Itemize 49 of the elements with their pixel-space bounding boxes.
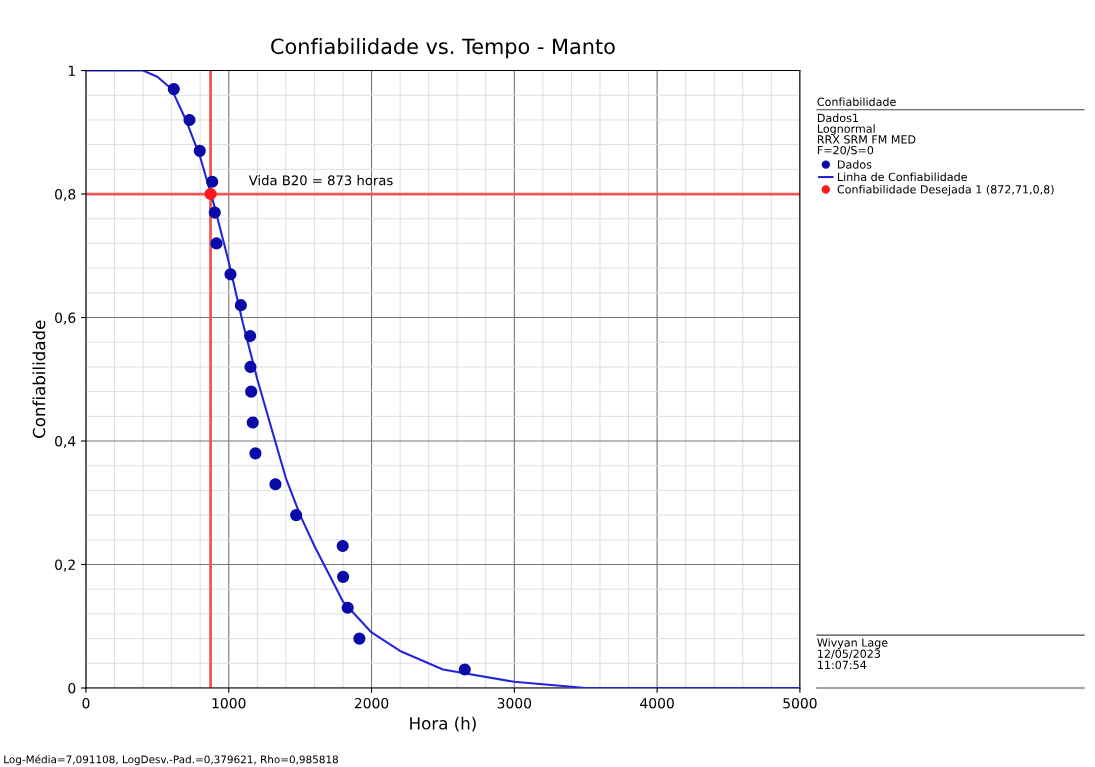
point bbox=[245, 385, 258, 398]
text: Dados1 bbox=[817, 113, 858, 123]
chart-title: Confiabilidade vs. Tempo - Manto bbox=[271, 38, 615, 59]
x-axis-title: Hora (h) bbox=[410, 716, 476, 732]
point bbox=[208, 206, 221, 219]
y-axis-title: Confiabilidade bbox=[32, 320, 46, 438]
point bbox=[244, 360, 257, 374]
point bbox=[224, 268, 237, 281]
point bbox=[249, 447, 262, 460]
point bbox=[269, 478, 282, 491]
legend-label: Linha de Confiabilidade bbox=[838, 172, 967, 182]
point bbox=[458, 663, 471, 676]
point bbox=[246, 416, 259, 429]
text: F=20/S=0 bbox=[817, 145, 874, 156]
x-tick-label: 5000 bbox=[783, 697, 817, 709]
point bbox=[341, 601, 354, 614]
point bbox=[206, 175, 219, 188]
y-tick-label: 0,4 bbox=[55, 435, 76, 448]
text: Wivyan Lage bbox=[817, 638, 888, 649]
x-tick-label: 2000 bbox=[354, 697, 389, 709]
text: RRX SRM FM MED bbox=[817, 135, 916, 144]
y-tick-label: 0 bbox=[68, 682, 76, 694]
point bbox=[204, 187, 217, 201]
y-tick-label: 0,6 bbox=[55, 312, 76, 325]
text: Log-Média=7,091108, LogDesv.-Pad.=0,379621, Rho=0,985818 bbox=[4, 754, 338, 766]
point bbox=[234, 299, 247, 312]
point bbox=[353, 632, 366, 645]
point bbox=[167, 83, 180, 96]
legend-title: Confiabilidade bbox=[817, 97, 896, 106]
annotation: Vida B20 = 873 horas bbox=[248, 175, 393, 186]
y-tick-label: 0,8 bbox=[55, 189, 76, 201]
y-tick-label: 0,2 bbox=[55, 559, 75, 572]
point bbox=[244, 329, 257, 343]
x-tick-label: 4000 bbox=[640, 697, 674, 709]
point bbox=[337, 570, 350, 583]
text: 12/05/2023 bbox=[818, 649, 881, 659]
point bbox=[210, 237, 223, 250]
point bbox=[290, 509, 303, 522]
x-tick-label: 1000 bbox=[212, 697, 246, 709]
point bbox=[336, 539, 349, 553]
point bbox=[183, 113, 196, 127]
x-tick-label: 3000 bbox=[497, 697, 532, 709]
legend-label: Confiabilidade Desejada 1 (872,71,0,8) bbox=[837, 184, 1054, 196]
text: Lognormal bbox=[817, 124, 875, 136]
text: 11:07:54 bbox=[818, 660, 867, 670]
y-tick-label: 1 bbox=[68, 65, 75, 76]
legend-label: Dados bbox=[838, 160, 872, 169]
x-tick-label: 0 bbox=[82, 697, 90, 709]
point bbox=[193, 144, 206, 157]
